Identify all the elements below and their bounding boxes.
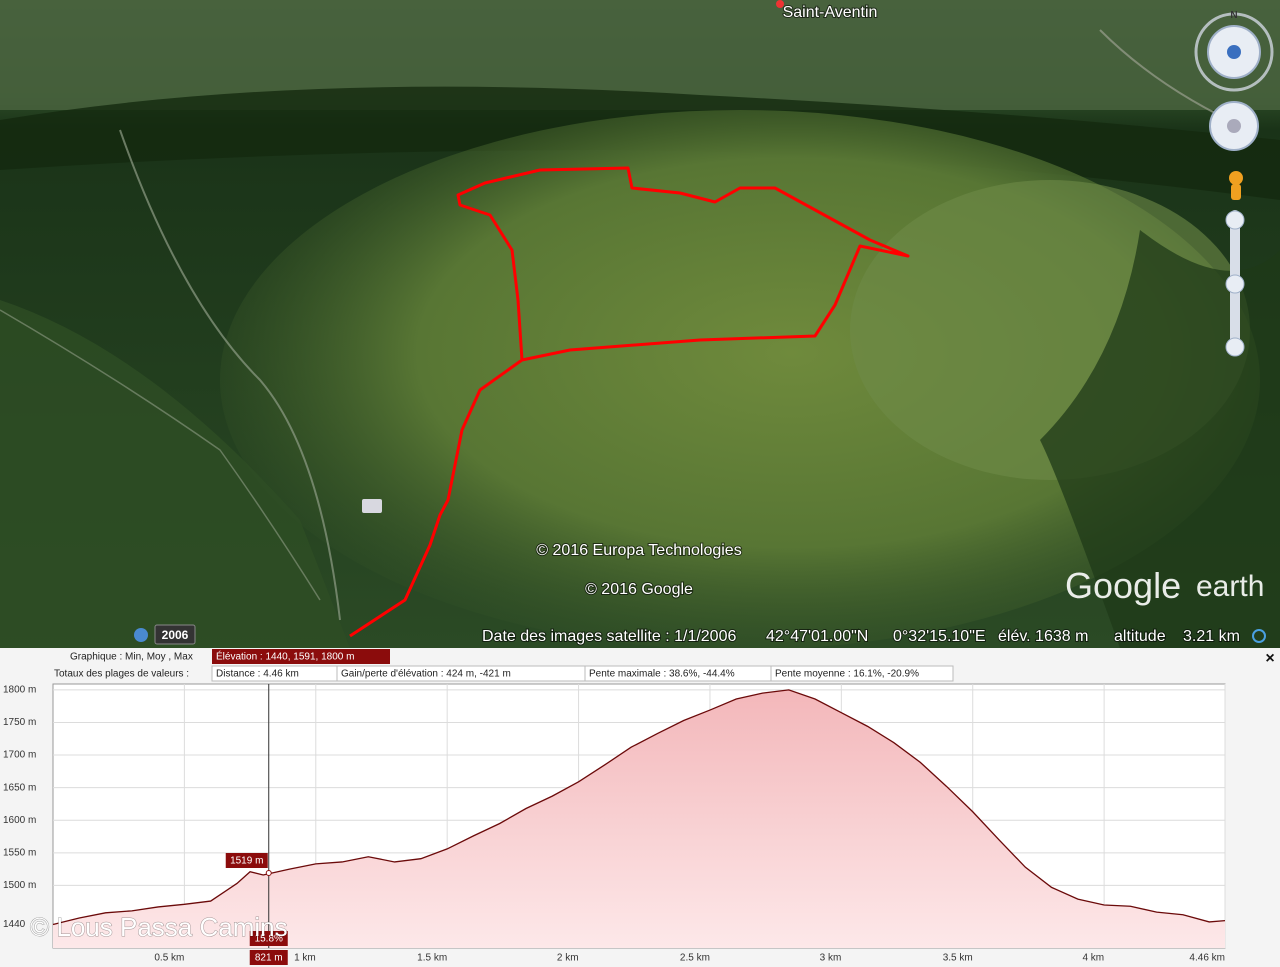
x-tick-label: 2.5 km xyxy=(680,953,710,964)
cursor-x-box xyxy=(249,950,288,965)
x-tick-label: 1 km xyxy=(294,953,316,964)
latitude: 42°47'01.00"N xyxy=(766,628,868,645)
x-tick-label: 3 km xyxy=(820,953,842,964)
close-button[interactable]: × xyxy=(1265,650,1274,667)
avg-slope-stat[interactable]: Pente moyenne : 16.1%, -20.9% xyxy=(775,669,919,680)
cursor-slope-label: 15.8% xyxy=(255,934,283,945)
altitude-value: 3.21 km xyxy=(1183,628,1240,645)
max-slope-stat[interactable]: Pente maximale : 38.6%, -44.4% xyxy=(589,669,735,680)
y-tick-label: 1800 m xyxy=(3,685,36,696)
totals-label: Totaux des plages de valeurs : xyxy=(54,669,189,680)
navigation-controls[interactable] xyxy=(1194,12,1274,357)
x-tick-label: 2 km xyxy=(557,953,579,964)
x-tick-label: 4.46 km xyxy=(1189,953,1225,964)
satellite-map[interactable] xyxy=(0,0,1280,650)
logo: earth xyxy=(1196,570,1264,603)
cursor-value-label: 1519 m xyxy=(230,856,263,867)
logo: Google xyxy=(1065,565,1181,606)
copyright: © 2016 Google xyxy=(585,581,693,598)
history-year: 2006 xyxy=(162,628,189,642)
place-pin xyxy=(776,0,784,8)
cursor-slope-box xyxy=(249,931,288,946)
elevation: élév. 1638 m xyxy=(998,628,1088,645)
y-tick-label: 1700 m xyxy=(3,750,36,761)
cursor-value-box xyxy=(225,853,268,868)
y-tick-label: 1550 m xyxy=(3,847,36,858)
x-tick-label: 3.5 km xyxy=(943,953,973,964)
y-tick-label: 1600 m xyxy=(3,815,36,826)
distance-stat[interactable]: Distance : 4.46 km xyxy=(216,669,299,680)
graph-label: Graphique : Min, Moy , Max xyxy=(70,652,193,663)
y-tick-label: 1440 xyxy=(3,919,26,930)
x-tick-label: 0.5 km xyxy=(154,953,184,964)
compass-north: N xyxy=(1230,10,1237,21)
elevation-line xyxy=(52,689,1226,926)
altitude-label: altitude xyxy=(1114,628,1166,645)
cursor-point xyxy=(265,870,272,877)
loading-indicator xyxy=(1252,629,1266,643)
y-tick-label: 1650 m xyxy=(3,782,36,793)
stat-box xyxy=(212,649,390,664)
cursor-x-label: 821 m xyxy=(255,953,283,964)
stat-box xyxy=(770,665,954,682)
longitude: 0°32'15.10"E xyxy=(893,628,986,645)
copyright: © 2016 Europa Technologies xyxy=(536,542,741,559)
y-tick-label: 1750 m xyxy=(3,717,36,728)
y-tick-label: 1500 m xyxy=(3,880,36,891)
imagery-date: Date des images satellite : 1/1/2006 xyxy=(482,628,736,645)
elevation-chart: 1440 1500 m 1550 m 1600 m 1650 m 1700 m 1750 m… xyxy=(3,684,1226,965)
watermark: © Lous Passa Camins xyxy=(30,912,288,942)
history-control[interactable] xyxy=(134,624,196,645)
x-tick-label: 1.5 km xyxy=(417,953,447,964)
elevation-area xyxy=(53,689,1225,948)
place-label: Saint-Aventin xyxy=(783,4,878,21)
x-tick-label: 4 km xyxy=(1082,953,1104,964)
gain-loss-stat[interactable]: Gain/perte d'élévation : 424 m, -421 m xyxy=(341,669,511,680)
elevation-stats[interactable]: Élévation : 1440, 1591, 1800 m xyxy=(216,650,354,663)
